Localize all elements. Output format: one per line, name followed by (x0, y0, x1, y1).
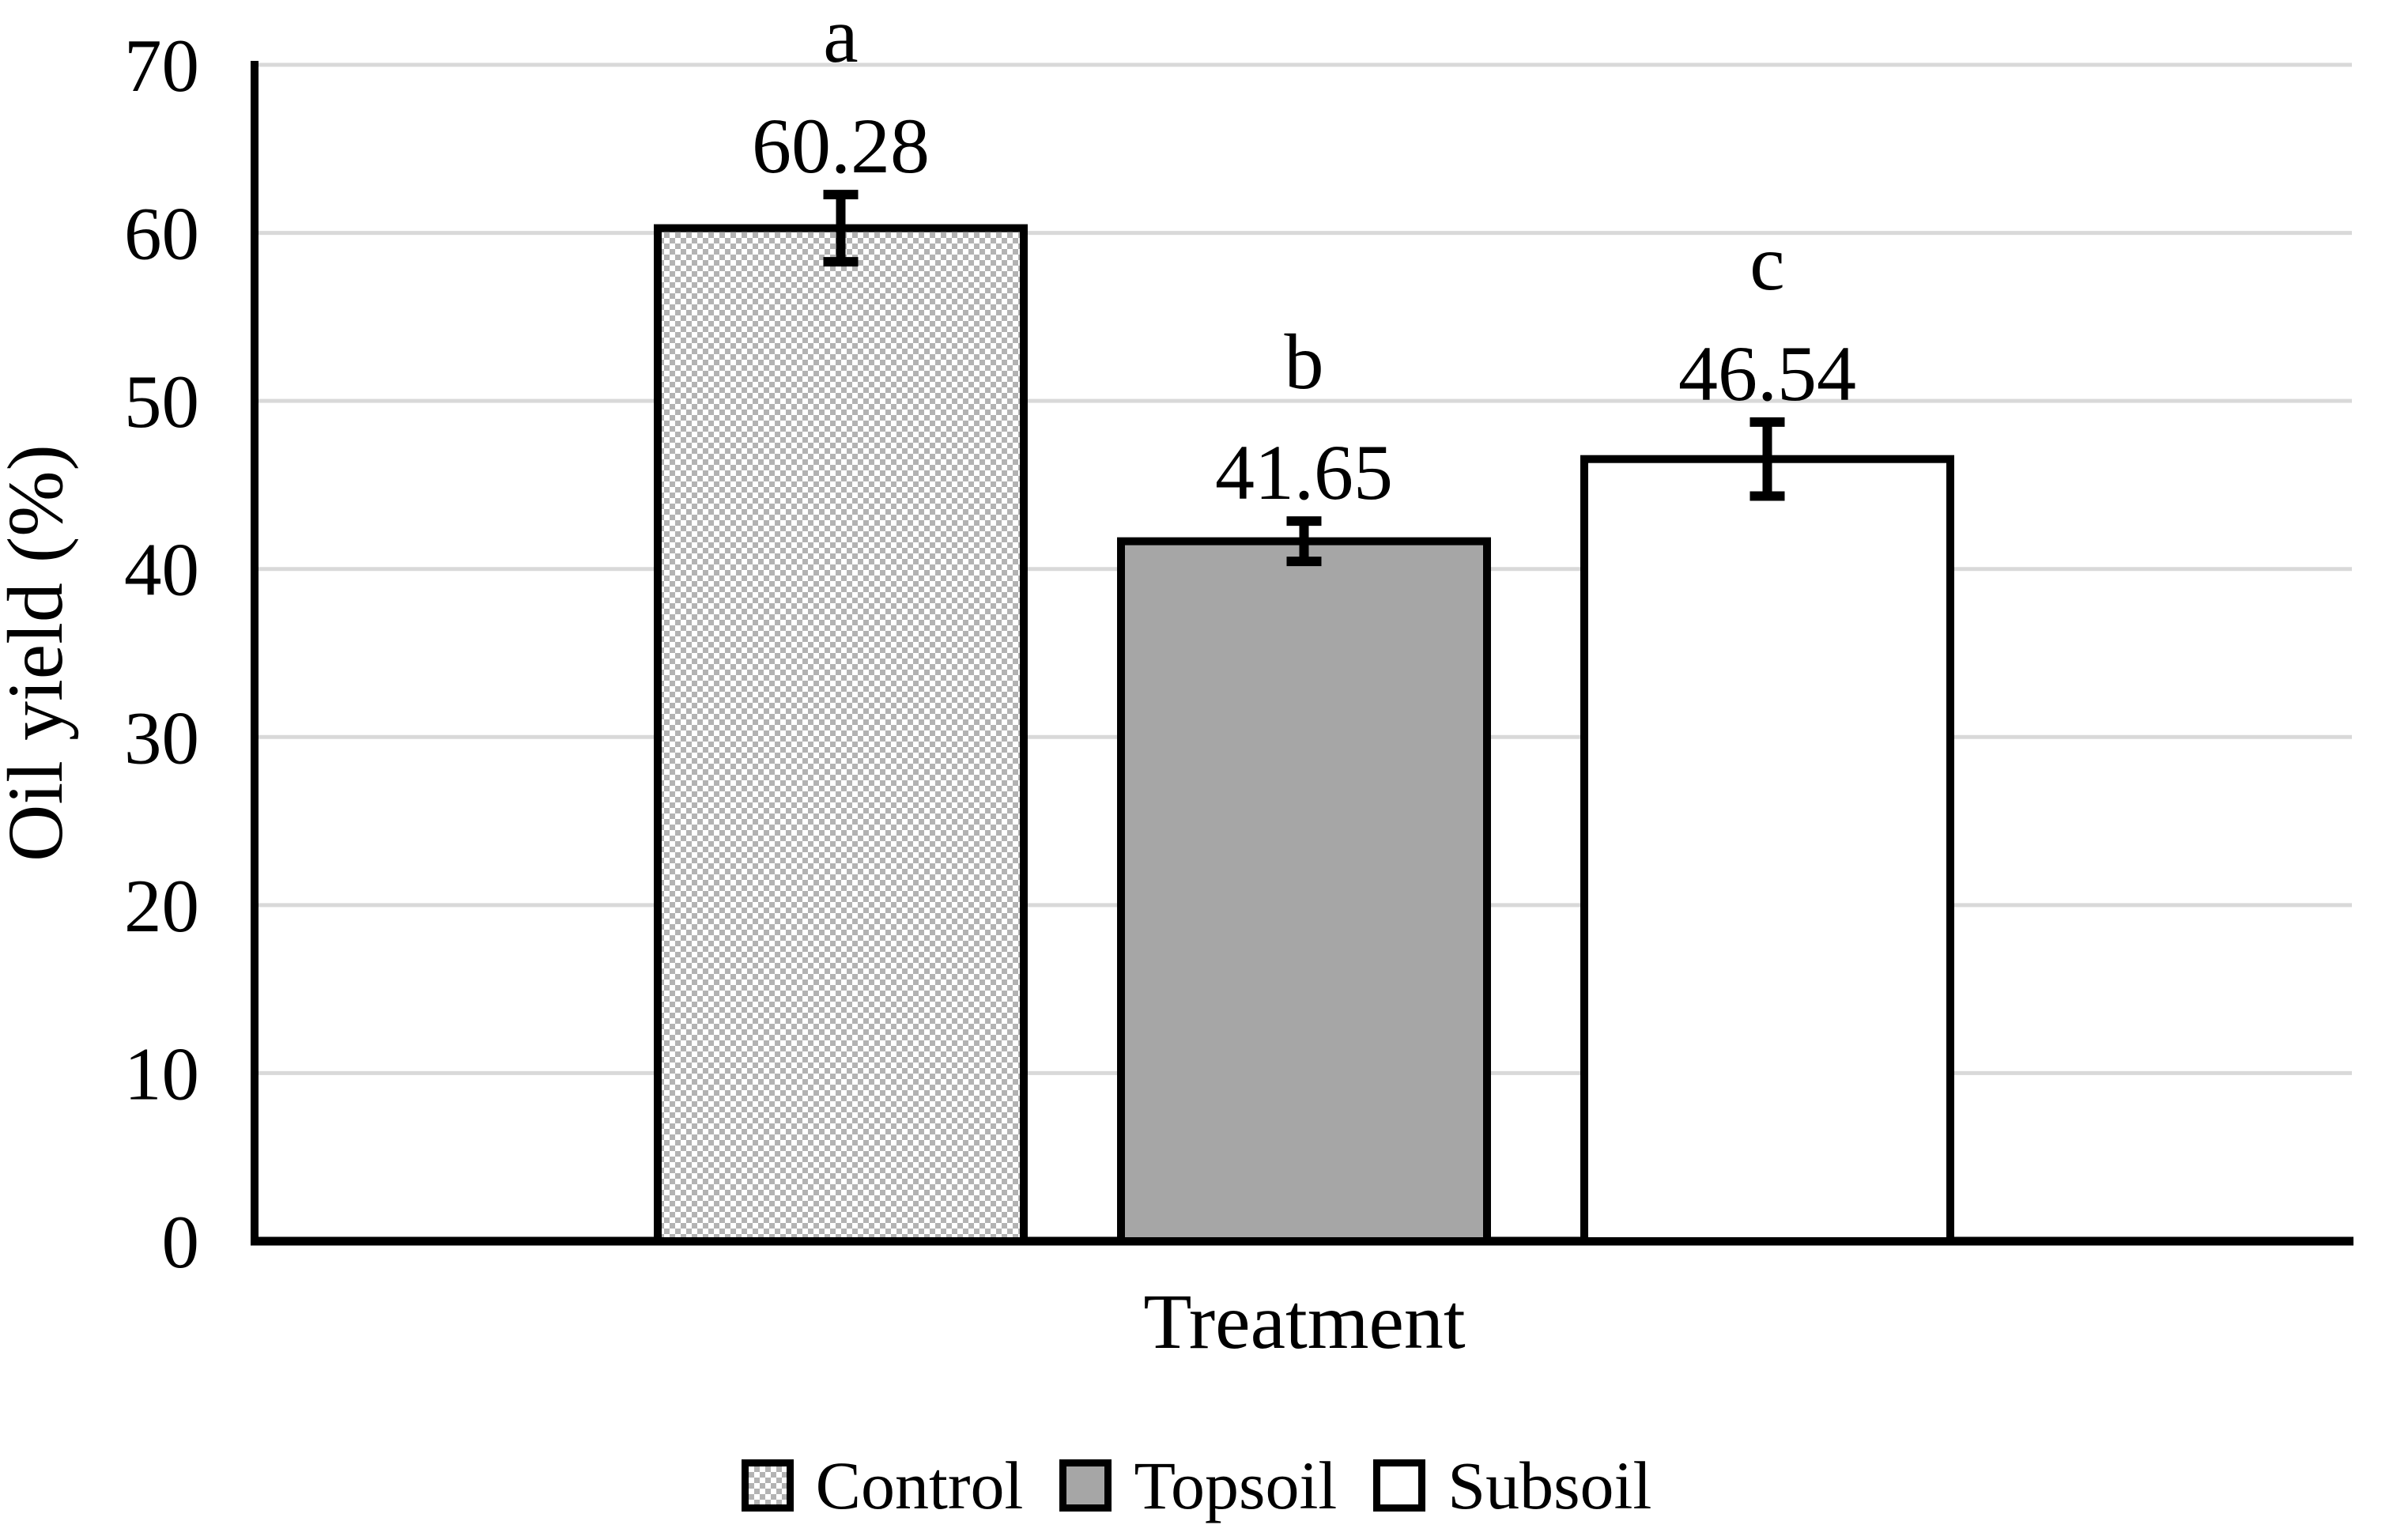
subsoil-white-swatch-icon (1373, 1459, 1426, 1512)
legend-item-control: Control (741, 1448, 1024, 1523)
y-tick-label-10: 10 (124, 1032, 199, 1115)
bar-topsoil (1117, 537, 1491, 1245)
legend-label: Subsoil (1448, 1448, 1652, 1523)
chart-legend: Control Topsoil Subsoil (0, 1451, 2393, 1519)
legend-label: Topsoil (1134, 1448, 1338, 1523)
legend-item-subsoil: Subsoil (1373, 1451, 1651, 1519)
y-tick-label-20: 20 (124, 864, 199, 948)
y-tick-label-30: 30 (124, 696, 199, 779)
topsoil-gray-swatch-icon (1059, 1459, 1112, 1512)
significance-letter-c: c (1749, 219, 1784, 307)
significance-letter-b: b (1285, 318, 1324, 406)
control-pattern-swatch-icon (741, 1459, 794, 1512)
significance-letter-a: a (823, 0, 858, 79)
y-tick-label-60: 60 (124, 192, 199, 276)
legend-item-topsoil: Topsoil (1059, 1451, 1337, 1519)
legend-label: Control (815, 1448, 1024, 1523)
y-axis-title: Oil yield (%) (0, 444, 79, 862)
y-tick-label-70: 70 (124, 24, 199, 108)
y-tick-label-40: 40 (124, 528, 199, 612)
bar-subsoil (1580, 455, 1954, 1245)
bars: 60.28 a 41.65 b 46.54 c (654, 0, 1954, 1246)
bar-value-label-subsoil: 46.54 (1678, 330, 1856, 417)
bar-control (654, 224, 1028, 1246)
y-tick-label-0: 0 (162, 1200, 200, 1284)
bar-value-label-topsoil: 41.65 (1215, 428, 1393, 516)
y-tick-labels: 0 10 20 30 40 50 60 70 (124, 24, 199, 1284)
y-tick-label-50: 50 (124, 360, 199, 444)
x-axis-title: Treatment (1143, 1278, 1466, 1365)
bar-value-label-control: 60.28 (752, 102, 930, 190)
